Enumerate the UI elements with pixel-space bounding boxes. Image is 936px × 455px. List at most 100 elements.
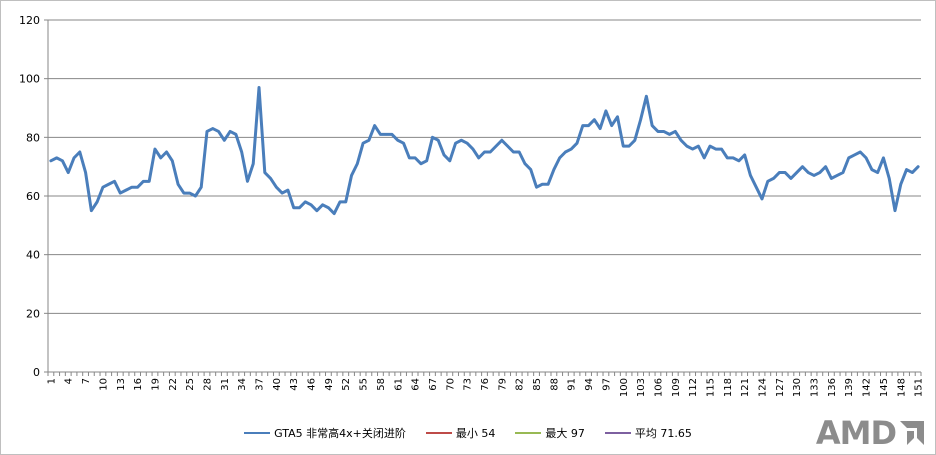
data-point: [442, 153, 446, 157]
data-point: [691, 147, 694, 151]
data-point: [755, 186, 758, 189]
data-point: [373, 124, 376, 127]
data-point: [899, 183, 902, 186]
legend-label-max: 最大 97: [545, 427, 585, 440]
data-point: [437, 139, 440, 142]
data-point: [812, 174, 816, 177]
data-point: [772, 177, 775, 180]
data-point: [778, 171, 781, 174]
data-point: [523, 162, 527, 165]
legend-swatch-max: [515, 432, 542, 434]
x-tick-label-34: 34: [237, 378, 248, 391]
x-tick-label-142: 142: [862, 378, 873, 397]
amd-logo: AMD: [816, 416, 926, 450]
data-point: [645, 95, 648, 98]
data-point: [275, 186, 278, 189]
data-point: [662, 130, 665, 133]
data-point: [413, 156, 417, 160]
data-point: [113, 180, 116, 183]
x-tick-label-103: 103: [636, 378, 647, 397]
data-point: [147, 180, 151, 183]
y-tick-label-40: 40: [26, 249, 40, 262]
data-point: [130, 186, 134, 189]
x-tick-label-82: 82: [515, 378, 526, 391]
data-point: [136, 186, 139, 189]
x-tick-label-121: 121: [740, 378, 751, 397]
data-point: [801, 165, 804, 168]
data-point: [385, 133, 388, 136]
x-tick-label-28: 28: [202, 378, 213, 391]
x-tick-label-97: 97: [601, 378, 612, 391]
legend-item-avg: 平均 71.65: [604, 425, 692, 441]
x-tick-label-100: 100: [619, 378, 630, 397]
data-point: [720, 147, 723, 151]
x-tick-label-148: 148: [896, 378, 907, 397]
data-point: [263, 171, 267, 174]
data-point: [489, 150, 492, 154]
data-point: [419, 162, 423, 165]
series-line-gta5: [49, 85, 920, 216]
data-point: [911, 171, 914, 174]
data-point: [859, 150, 862, 154]
data-point: [905, 168, 908, 171]
data-point: [483, 150, 486, 154]
data-point: [789, 177, 793, 180]
data-point: [864, 156, 868, 160]
y-tick-label-0: 0: [33, 366, 40, 379]
data-point: [731, 156, 735, 160]
data-point: [252, 162, 255, 165]
data-point: [408, 156, 411, 160]
x-tick-label-16: 16: [133, 378, 144, 391]
data-point: [824, 165, 827, 168]
data-point: [685, 144, 689, 148]
x-tick-label-88: 88: [549, 378, 560, 391]
data-point: [708, 144, 712, 148]
x-tick-label-70: 70: [445, 378, 456, 391]
data-point: [552, 168, 556, 171]
data-point: [280, 191, 284, 195]
data-point: [286, 188, 290, 192]
data-point: [142, 180, 145, 183]
x-tick-label-43: 43: [289, 378, 300, 391]
data-point: [211, 127, 214, 130]
data-point: [598, 127, 602, 130]
data-point: [506, 144, 509, 148]
x-tick-label-10: 10: [98, 378, 109, 391]
gridlines: [48, 19, 921, 314]
x-tick-label-61: 61: [393, 378, 404, 391]
data-point: [587, 124, 590, 127]
data-point: [194, 194, 197, 198]
x-tick-label-106: 106: [653, 378, 664, 397]
data-point: [697, 144, 700, 148]
data-point: [616, 115, 619, 119]
data-point: [888, 177, 891, 180]
x-tick-label-112: 112: [688, 378, 699, 397]
x-tick-label-85: 85: [532, 378, 543, 391]
data-point: [639, 118, 642, 121]
data-point: [176, 183, 180, 186]
data-point: [402, 142, 405, 145]
data-point: [737, 159, 741, 162]
data-point: [471, 147, 475, 151]
data-point: [367, 139, 371, 142]
x-tick-label-115: 115: [705, 378, 716, 397]
data-point: [853, 153, 856, 157]
data-point: [84, 171, 87, 174]
data-point: [835, 174, 839, 177]
data-point: [332, 212, 336, 215]
x-tick-label-133: 133: [810, 378, 821, 397]
x-tick-label-109: 109: [671, 378, 682, 397]
data-point: [818, 171, 822, 174]
x-tick-label-40: 40: [272, 378, 283, 391]
data-point: [454, 142, 457, 145]
data-point: [49, 159, 53, 162]
y-axis-ticks: 0 20 40 60 80 100 120: [19, 14, 48, 379]
data-point: [893, 209, 897, 212]
data-point: [431, 136, 434, 139]
data-point: [795, 171, 798, 174]
data-point: [766, 180, 769, 183]
data-point: [153, 147, 157, 151]
x-tick-label-58: 58: [376, 378, 387, 391]
y-tick-label-80: 80: [26, 131, 40, 144]
data-point: [350, 174, 353, 177]
